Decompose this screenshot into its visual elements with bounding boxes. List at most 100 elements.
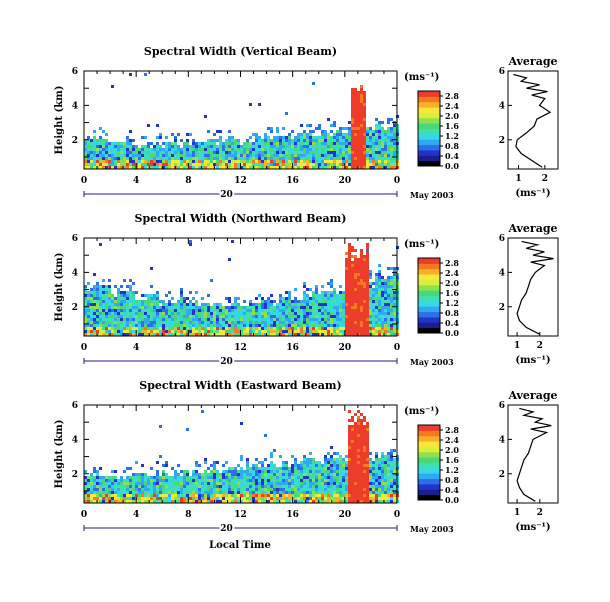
heatmap-cell — [387, 300, 390, 303]
heatmap-cell — [327, 315, 330, 318]
heatmap-cell — [303, 500, 306, 503]
heatmap-cell — [99, 288, 102, 291]
heatmap-cell — [102, 145, 105, 148]
colorbar-swatch — [418, 139, 440, 146]
heatmap-cell — [369, 139, 372, 142]
heatmap-cell — [378, 306, 381, 309]
heatmap-cell — [375, 470, 378, 473]
heatmap-cell — [327, 136, 330, 139]
heatmap-cell — [159, 327, 162, 330]
heatmap-cell — [264, 333, 267, 336]
heatmap-cell — [354, 142, 357, 145]
heatmap-cell — [144, 300, 147, 303]
heatmap-cell — [114, 309, 117, 312]
heatmap-cell — [255, 327, 258, 330]
heatmap-cell — [210, 163, 213, 166]
heatmap-cell — [348, 243, 351, 246]
heatmap-cell — [234, 470, 237, 473]
heatmap-cell — [123, 309, 126, 312]
heatmap-cell — [231, 491, 234, 494]
heatmap-cell — [255, 154, 258, 157]
heatmap-cell — [369, 327, 372, 330]
heatmap-cell — [270, 500, 273, 503]
heatmap-cell — [321, 148, 324, 151]
heatmap-cell — [273, 136, 276, 139]
heatmap-cell — [117, 142, 120, 145]
heatmap-cell — [165, 500, 168, 503]
heatmap-cell — [324, 291, 327, 294]
heatmap-cell — [105, 485, 108, 488]
heatmap-cell — [273, 473, 276, 476]
heatmap-cell — [240, 148, 243, 151]
heatmap-cell — [198, 497, 201, 500]
heatmap-cell — [291, 318, 294, 321]
heatmap-cell — [195, 160, 198, 163]
heatmap-cell — [264, 318, 267, 321]
heatmap-cell — [105, 300, 108, 303]
heatmap-cell — [93, 160, 96, 163]
heatmap-cell — [267, 309, 270, 312]
colorbar-swatch — [418, 284, 440, 291]
heatmap-cell — [306, 485, 309, 488]
heatmap-cell — [156, 333, 159, 336]
heatmap-cell — [123, 142, 126, 145]
heatmap-cell — [90, 324, 93, 327]
heatmap-cell — [321, 333, 324, 336]
heatmap-cell — [177, 303, 180, 306]
heatmap-cell — [210, 154, 213, 157]
heatmap-cell — [210, 488, 213, 491]
heatmap-cell — [366, 437, 369, 440]
heatmap-cell — [237, 327, 240, 330]
heatmap-cell — [198, 315, 201, 318]
heatmap-cell — [246, 324, 249, 327]
heatmap-cell — [267, 151, 270, 154]
heatmap-cell — [186, 428, 189, 431]
heatmap-cell — [273, 476, 276, 479]
heatmap-cell — [267, 136, 270, 139]
heatmap-cell — [351, 428, 354, 431]
heatmap-cell — [165, 157, 168, 160]
heatmap-cell — [369, 497, 372, 500]
heatmap-cell — [345, 494, 348, 497]
heatmap-cell — [348, 267, 351, 270]
heatmap-cell — [348, 291, 351, 294]
heatmap-cell — [228, 163, 231, 166]
heatmap-cell — [84, 148, 87, 151]
heatmap-cell — [240, 166, 243, 169]
heatmap-cell — [132, 139, 135, 142]
heatmap-cell — [276, 139, 279, 142]
heatmap-cell — [96, 327, 99, 330]
heatmap-cell — [162, 312, 165, 315]
heatmap-cell — [180, 288, 183, 291]
heatmap-cell — [348, 485, 351, 488]
heatmap-cell — [354, 255, 357, 258]
heatmap-cell — [129, 324, 132, 327]
heatmap-cell — [105, 479, 108, 482]
heatmap-cell — [387, 276, 390, 279]
heatmap-cell — [357, 106, 360, 109]
heatmap-cell — [384, 500, 387, 503]
heatmap-cell — [351, 94, 354, 97]
heatmap-cell — [270, 488, 273, 491]
heatmap-cell — [285, 321, 288, 324]
heatmap-cell — [381, 488, 384, 491]
heatmap-cell — [336, 473, 339, 476]
heatmap-cell — [387, 479, 390, 482]
heatmap-cell — [345, 139, 348, 142]
heatmap-cell — [375, 485, 378, 488]
heatmap-cell — [351, 300, 354, 303]
heatmap-cell — [312, 148, 315, 151]
heatmap-cell — [348, 461, 351, 464]
heatmap-cell — [201, 482, 204, 485]
heatmap-cell — [120, 333, 123, 336]
heatmap-cell — [363, 431, 366, 434]
heatmap-cell — [360, 303, 363, 306]
heatmap-cell — [177, 133, 180, 136]
heatmap-cell — [357, 94, 360, 97]
heatmap-cell — [375, 321, 378, 324]
heatmap-cell — [360, 148, 363, 151]
panel-0: Spectral Width (Vertical Beam)0 4 8 12 16 20 0… — [54, 45, 559, 202]
heatmap-cell — [93, 139, 96, 142]
heatmap-cell — [261, 491, 264, 494]
heatmap-cell — [318, 142, 321, 145]
